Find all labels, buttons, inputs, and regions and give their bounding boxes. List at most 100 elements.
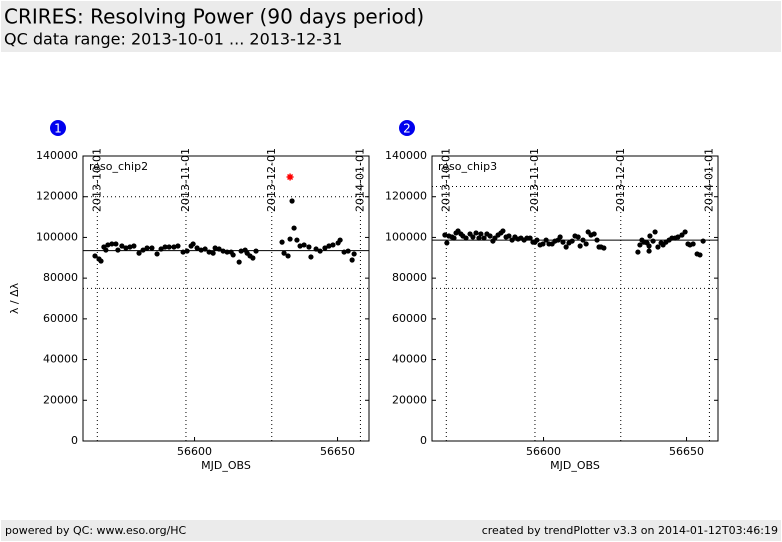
data-point xyxy=(646,248,652,254)
data-point xyxy=(337,237,343,243)
date-tick-label: 2013-11-01 xyxy=(528,148,541,212)
data-point xyxy=(444,240,450,246)
x-tick-label: 56600 xyxy=(177,445,212,458)
data-point xyxy=(601,245,607,251)
data-point xyxy=(210,250,216,256)
data-point xyxy=(534,237,540,243)
data-point xyxy=(580,237,586,243)
data-point xyxy=(212,245,218,251)
date-tick-label: 2013-10-01 xyxy=(90,148,103,212)
data-point xyxy=(330,242,336,248)
data-point xyxy=(250,255,256,261)
y-tick-label: 0 xyxy=(71,434,78,447)
data-point xyxy=(175,243,181,249)
data-point xyxy=(527,235,533,241)
data-point xyxy=(652,229,658,235)
y-tick-label: 40000 xyxy=(43,353,78,366)
panel-badge xyxy=(50,120,66,136)
data-point xyxy=(682,229,688,235)
footer-left: powered by QC: www.eso.org/HC xyxy=(5,524,187,537)
data-point xyxy=(294,237,300,243)
data-point xyxy=(575,234,581,240)
data-point xyxy=(136,250,142,256)
data-point xyxy=(206,249,212,255)
data-point xyxy=(144,245,150,251)
panel-number: 2 xyxy=(403,122,411,136)
data-point xyxy=(594,237,600,243)
data-point xyxy=(308,254,314,260)
y-tick-label: 120000 xyxy=(36,190,78,203)
data-point xyxy=(487,233,493,239)
data-point xyxy=(301,242,307,248)
date-tick-label: 2014-01-01 xyxy=(702,148,715,212)
data-point xyxy=(345,248,351,254)
data-point xyxy=(646,243,652,249)
plot-frame xyxy=(431,155,719,442)
data-point xyxy=(650,238,656,244)
y-tick-label: 140000 xyxy=(385,149,427,162)
y-tick-label: 80000 xyxy=(392,271,427,284)
data-point xyxy=(105,242,111,248)
y-tick-label: 0 xyxy=(420,434,427,447)
data-point xyxy=(635,249,641,255)
data-point xyxy=(291,225,297,231)
data-point xyxy=(220,248,226,254)
data-point xyxy=(317,248,323,254)
panel-number: 1 xyxy=(54,122,62,136)
data-point xyxy=(297,243,303,249)
legend-label: reso_chip3 xyxy=(438,160,497,173)
data-point xyxy=(98,258,104,264)
data-point xyxy=(349,257,355,263)
data-point xyxy=(690,241,696,247)
date-tick-label: 2013-10-01 xyxy=(439,148,452,212)
data-point xyxy=(127,244,133,250)
x-axis-label: MJD_OBS xyxy=(201,459,251,472)
data-point xyxy=(194,245,200,251)
data-point xyxy=(697,252,703,258)
date-tick-label: 2014-01-01 xyxy=(353,148,366,212)
data-point xyxy=(341,249,347,255)
y-tick-label: 120000 xyxy=(385,190,427,203)
data-point xyxy=(700,238,706,244)
data-point xyxy=(473,230,479,236)
data-point xyxy=(279,239,285,245)
data-point xyxy=(113,241,119,247)
data-point xyxy=(577,243,583,249)
footer-band xyxy=(1,520,781,541)
data-point xyxy=(171,244,177,250)
data-point xyxy=(119,243,125,249)
data-point xyxy=(285,253,291,259)
y-tick-label: 140000 xyxy=(36,149,78,162)
data-point xyxy=(140,247,146,253)
data-point xyxy=(563,244,569,250)
data-point xyxy=(451,235,457,241)
date-tick-label: 2013-12-01 xyxy=(614,148,627,212)
data-point xyxy=(675,234,681,240)
page-title: CRIRES: Resolving Power (90 days period) xyxy=(4,5,424,29)
legend-label: reso_chip2 xyxy=(89,160,148,173)
data-point xyxy=(442,232,448,238)
data-point xyxy=(123,245,129,251)
header-band xyxy=(1,1,781,52)
data-point xyxy=(583,241,589,247)
data-point xyxy=(230,252,236,258)
data-point xyxy=(149,245,155,251)
data-point xyxy=(591,231,597,237)
data-point xyxy=(569,238,575,244)
data-point xyxy=(326,243,332,249)
x-tick-label: 56650 xyxy=(320,445,355,458)
data-point xyxy=(540,241,546,247)
data-point xyxy=(92,253,98,259)
data-point xyxy=(637,242,643,248)
data-point xyxy=(281,250,287,256)
data-point xyxy=(180,249,186,255)
page-subtitle: QC data range: 2013-10-01 ... 2013-12-31 xyxy=(4,30,342,49)
data-point xyxy=(190,241,196,247)
data-point xyxy=(478,231,484,237)
data-point xyxy=(560,239,566,245)
date-tick-label: 2013-12-01 xyxy=(265,148,278,212)
data-point xyxy=(103,247,109,253)
data-point xyxy=(109,241,115,247)
